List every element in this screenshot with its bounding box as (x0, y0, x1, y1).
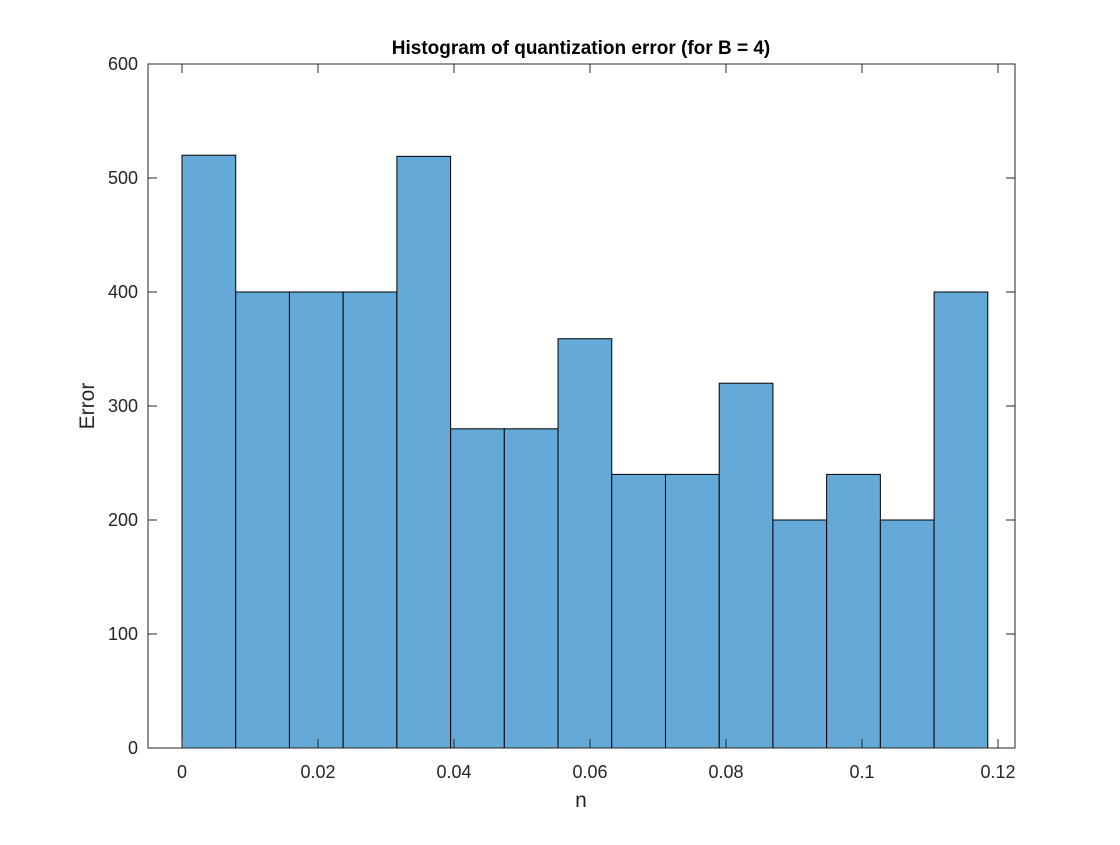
x-tick-label: 0 (177, 762, 187, 782)
histogram-bar (879, 519, 935, 749)
y-tick-label: 200 (108, 510, 138, 530)
histogram-bar (503, 428, 559, 749)
x-tick-label: 0.1 (849, 762, 874, 782)
histogram-bar (235, 291, 290, 749)
histogram-bar (396, 155, 452, 749)
histogram-bar (181, 154, 237, 749)
bars-group (181, 154, 989, 749)
histogram-bar (718, 382, 774, 749)
x-tick-label: 0.04 (436, 762, 471, 782)
histogram-bar (288, 291, 344, 749)
histogram-bar (557, 338, 613, 749)
histogram-bar (342, 291, 398, 749)
y-tick-label: 300 (108, 396, 138, 416)
x-tick-label: 0.08 (708, 762, 743, 782)
y-tick-label: 0 (128, 738, 138, 758)
x-tick-label: 0.12 (980, 762, 1015, 782)
x-axis-label: n (575, 789, 587, 812)
chart-title: Histogram of quantization error (for B =… (392, 38, 770, 59)
histogram-bar (664, 473, 720, 749)
histogram-bar (450, 428, 505, 749)
histogram-bar (826, 473, 881, 749)
x-tick-label: 0.06 (572, 762, 607, 782)
y-axis-label: Error (76, 383, 99, 430)
y-tick-label: 400 (108, 282, 138, 302)
y-tick-label: 600 (108, 54, 138, 74)
histogram-bar (933, 291, 989, 749)
y-tick-label: 100 (108, 624, 138, 644)
histogram-bar (611, 473, 666, 749)
x-tick-label: 0.02 (300, 762, 335, 782)
histogram-bar (772, 519, 828, 749)
ticks-group: 0 0.02 0.04 0.06 0.08 0.1 0.12 0 100 200 300 400 500… (108, 54, 1016, 782)
y-tick-label: 500 (108, 168, 138, 188)
